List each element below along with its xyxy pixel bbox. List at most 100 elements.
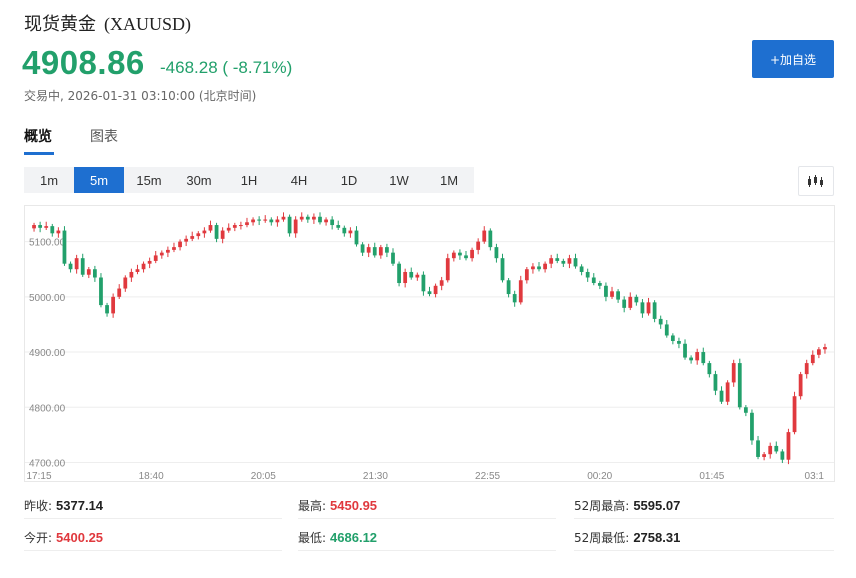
candle-body [318,216,322,223]
candle-body [524,269,529,281]
tab-chart[interactable]: 图表 [90,129,118,145]
stat-high: 最高: 5450.95 [298,492,556,519]
x-tick-label: 01:45 [699,471,724,481]
candle-body [451,252,456,259]
add-to-watchlist-button[interactable]: +加自选 [752,40,834,78]
candle-body [549,258,554,264]
candle-body [208,225,213,231]
stat-open: 今开: 5400.25 [24,524,282,551]
candle-body [330,219,335,226]
candle-body [531,266,535,270]
candle-body [646,302,651,314]
y-tick-label: 4700.00 [29,458,66,469]
candle-body [44,226,49,228]
candle-body [232,225,237,228]
candle-body [360,244,365,253]
price-chart[interactable]: 4700.00 4800.00 4900.00 5000.00 5100.00 17:15… [24,205,835,482]
candle-body [397,263,401,284]
candle-body [135,269,140,272]
candle-body [470,249,474,259]
candle-body [372,247,377,256]
candle-body [348,230,353,234]
candle-body [172,247,176,250]
x-tick-label: 22:55 [475,471,500,481]
candle-body [445,258,450,281]
candle-body [68,263,73,270]
period-4h[interactable]: 4H [290,172,308,188]
candle-body [677,341,681,344]
candle-body [366,247,371,253]
candle-body [421,274,426,292]
x-tick-label: 20:05 [251,471,276,481]
candle-body [689,357,693,361]
y-tick-label: 5100.00 [29,238,66,249]
candle-body [537,266,541,270]
candle-body [269,219,274,223]
stat-label: 52周最低: [574,530,630,545]
candle-body [506,280,511,295]
candle-body [464,255,468,259]
candle-body [184,238,189,242]
candle-body [190,236,195,239]
candle-body [214,225,219,239]
stat-value: 5450.95 [330,497,378,513]
period-5m[interactable]: 5m [74,167,124,193]
candle-body [336,225,341,228]
candle-body [695,352,700,361]
period-1m[interactable]: 1m [39,172,59,188]
candle-body [56,230,61,234]
tab-overview[interactable]: 概览 [24,129,52,145]
candle-body [640,302,645,314]
candle-body [74,258,79,270]
period-1d[interactable]: 1D [340,172,358,188]
candle-body [354,230,359,245]
y-tick-label: 4900.00 [29,348,66,359]
candle-body [312,216,316,220]
candle-body [251,219,255,223]
candle-body [823,347,827,350]
period-1w[interactable]: 1W [389,172,409,188]
candlestick-chart: 4700.00 4800.00 4900.00 5000.00 5100.00 17:15… [25,212,834,481]
period-1h[interactable]: 1H [240,172,258,188]
candle-body [670,335,675,341]
chart-type-toggle[interactable] [798,166,834,196]
price-change: -468.28 ( -8.71%) [160,58,293,77]
candle-body [707,363,712,375]
candle-body [50,226,55,234]
candle-body [701,352,706,364]
candle-body [80,258,85,275]
candle-body [196,233,201,237]
candle-body [342,227,347,234]
candle-body [725,382,730,402]
candle-body [610,291,614,297]
candle-body [263,219,268,221]
period-15m[interactable]: 15m [136,172,162,188]
candle-body [239,225,243,227]
candle-body [543,263,547,270]
candle-body [141,263,146,270]
candle-body [147,260,152,264]
candle-body [111,296,116,314]
candle-body [86,269,91,275]
candle-body [774,445,779,452]
period-1mo[interactable]: 1M [439,172,459,188]
candle-body [415,274,420,278]
candle-body [816,349,821,355]
stat-label: 最高: [298,498,327,513]
stat-value: 5377.14 [56,497,104,513]
candle-body [476,241,481,250]
candle-body [305,216,310,220]
candle-body [105,305,109,314]
candle-body [275,219,280,223]
candle-body [768,445,773,455]
period-30m[interactable]: 30m [186,172,212,188]
candle-body [567,258,572,264]
candle-body [737,363,742,408]
candle-body [756,440,760,457]
candle-body [433,285,438,295]
candle-body [664,324,669,336]
active-tab-indicator [24,152,54,155]
candle-body [585,271,590,278]
candle-body [293,219,298,234]
stat-label: 昨收: [24,498,53,513]
